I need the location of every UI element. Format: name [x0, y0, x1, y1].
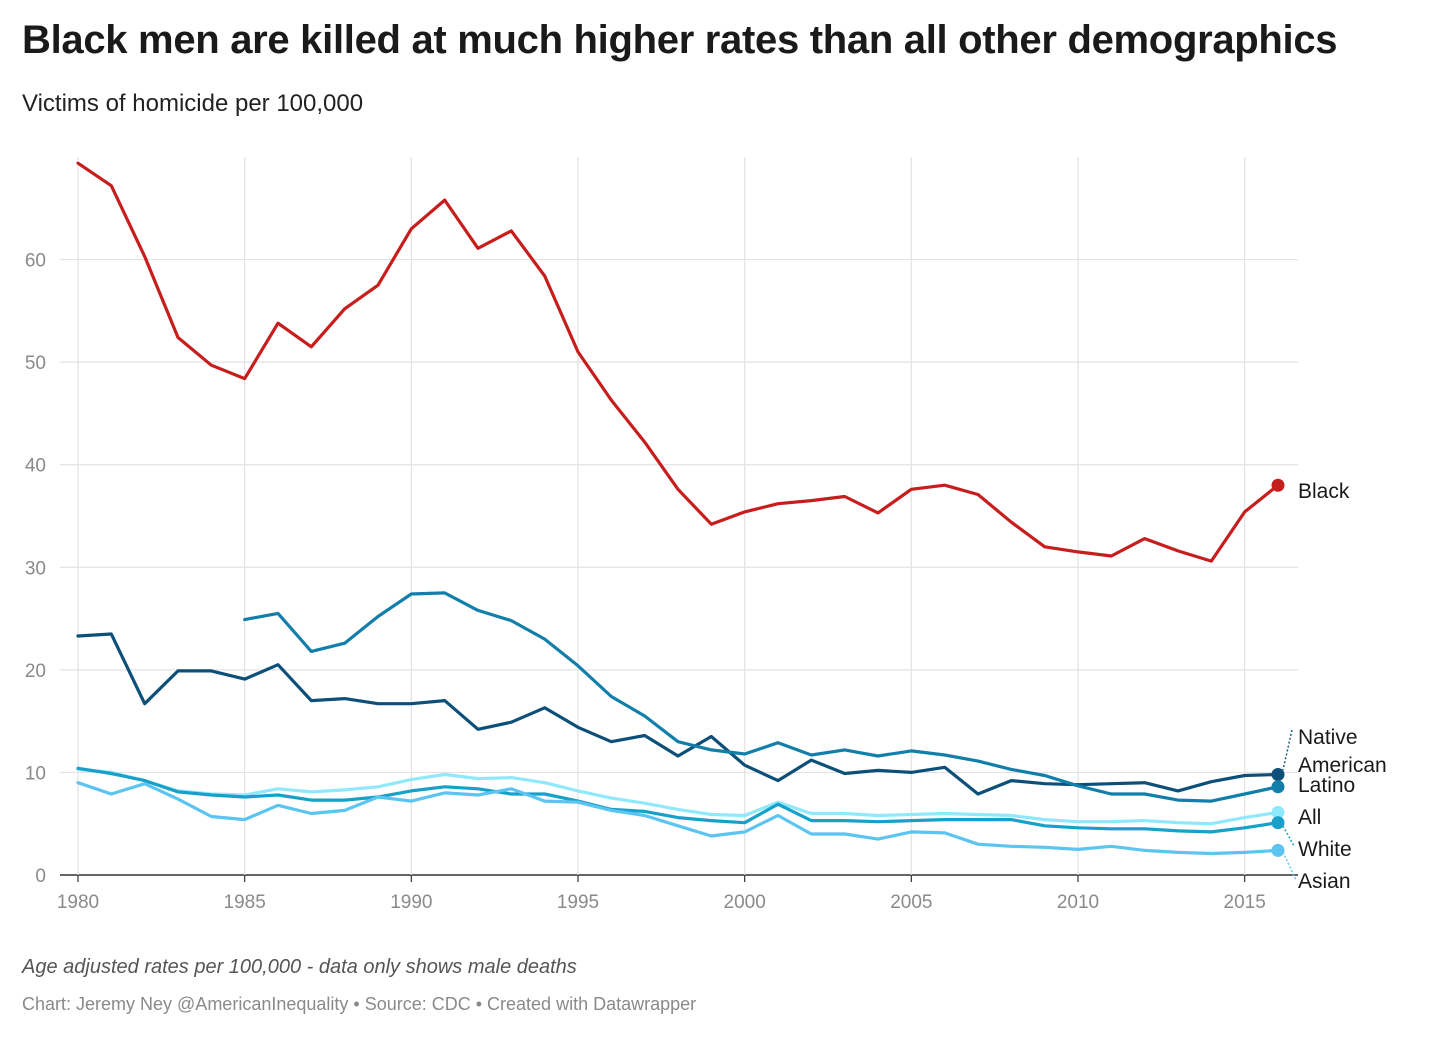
label-leader-asian [1282, 851, 1297, 881]
series-line-white [76, 766, 1280, 834]
series-line-asian [76, 781, 1280, 856]
y-tick-label: 40 [25, 456, 46, 477]
series-end-dot-black [1271, 478, 1285, 492]
series-line-all [76, 767, 1280, 826]
label-leader-native-american [1282, 729, 1293, 771]
series-label-native-american: Native American [1298, 726, 1387, 777]
x-axis-ticks: 1980 1985 1990 1995 2000 2005 2010 2015 [57, 892, 1266, 913]
x-tick-label: 1985 [224, 892, 266, 913]
gridlines [60, 157, 1298, 882]
chart-notes: Age adjusted rates per 100,000 - data on… [22, 956, 577, 978]
y-tick-label: 0 [35, 866, 46, 887]
label-leader-white [1282, 825, 1295, 847]
series-label-asian: Asian [1298, 870, 1351, 893]
x-tick-label: 2000 [724, 892, 766, 913]
y-tick-label: 30 [25, 558, 46, 579]
x-tick-label: 2005 [890, 892, 932, 913]
series-label-black: Black [1298, 480, 1350, 503]
y-tick-label: 50 [25, 353, 46, 374]
chart-title: Black men are killed at much higher rate… [22, 18, 1338, 62]
series-line-native-american [76, 632, 1280, 796]
y-tick-label: 20 [25, 661, 46, 682]
x-tick-label: 1990 [390, 892, 432, 913]
series-label-all: All [1298, 806, 1321, 829]
series-end-dot-white [1271, 816, 1285, 830]
chart-subtitle: Victims of homicide per 100,000 [22, 90, 364, 117]
y-tick-label: 60 [25, 251, 46, 272]
y-tick-label: 10 [25, 763, 46, 784]
series-label-white: White [1298, 838, 1352, 861]
series-line-latino [243, 591, 1280, 803]
series-end-dot-latino [1271, 780, 1285, 794]
series-end-dot-asian [1271, 843, 1285, 857]
y-axis-ticks: 0 10 20 30 40 50 60 [25, 251, 46, 887]
x-tick-label: 1995 [557, 892, 599, 913]
series-lines [76, 161, 1285, 857]
series-line-black [76, 161, 1280, 563]
x-tick-label: 2015 [1224, 892, 1266, 913]
x-tick-label: 2010 [1057, 892, 1099, 913]
series-end-dot-all [1271, 805, 1285, 819]
series-end-dot-native-american [1271, 767, 1285, 781]
series-label-latino: Latino [1298, 774, 1355, 797]
chart-credit: Chart: Jeremy Ney @AmericanInequality • … [22, 994, 697, 1014]
line-chart: 0 10 20 30 40 50 60 1980 1985 1990 1995 2000 2005 20… [25, 157, 1387, 913]
x-tick-label: 1980 [57, 892, 99, 913]
